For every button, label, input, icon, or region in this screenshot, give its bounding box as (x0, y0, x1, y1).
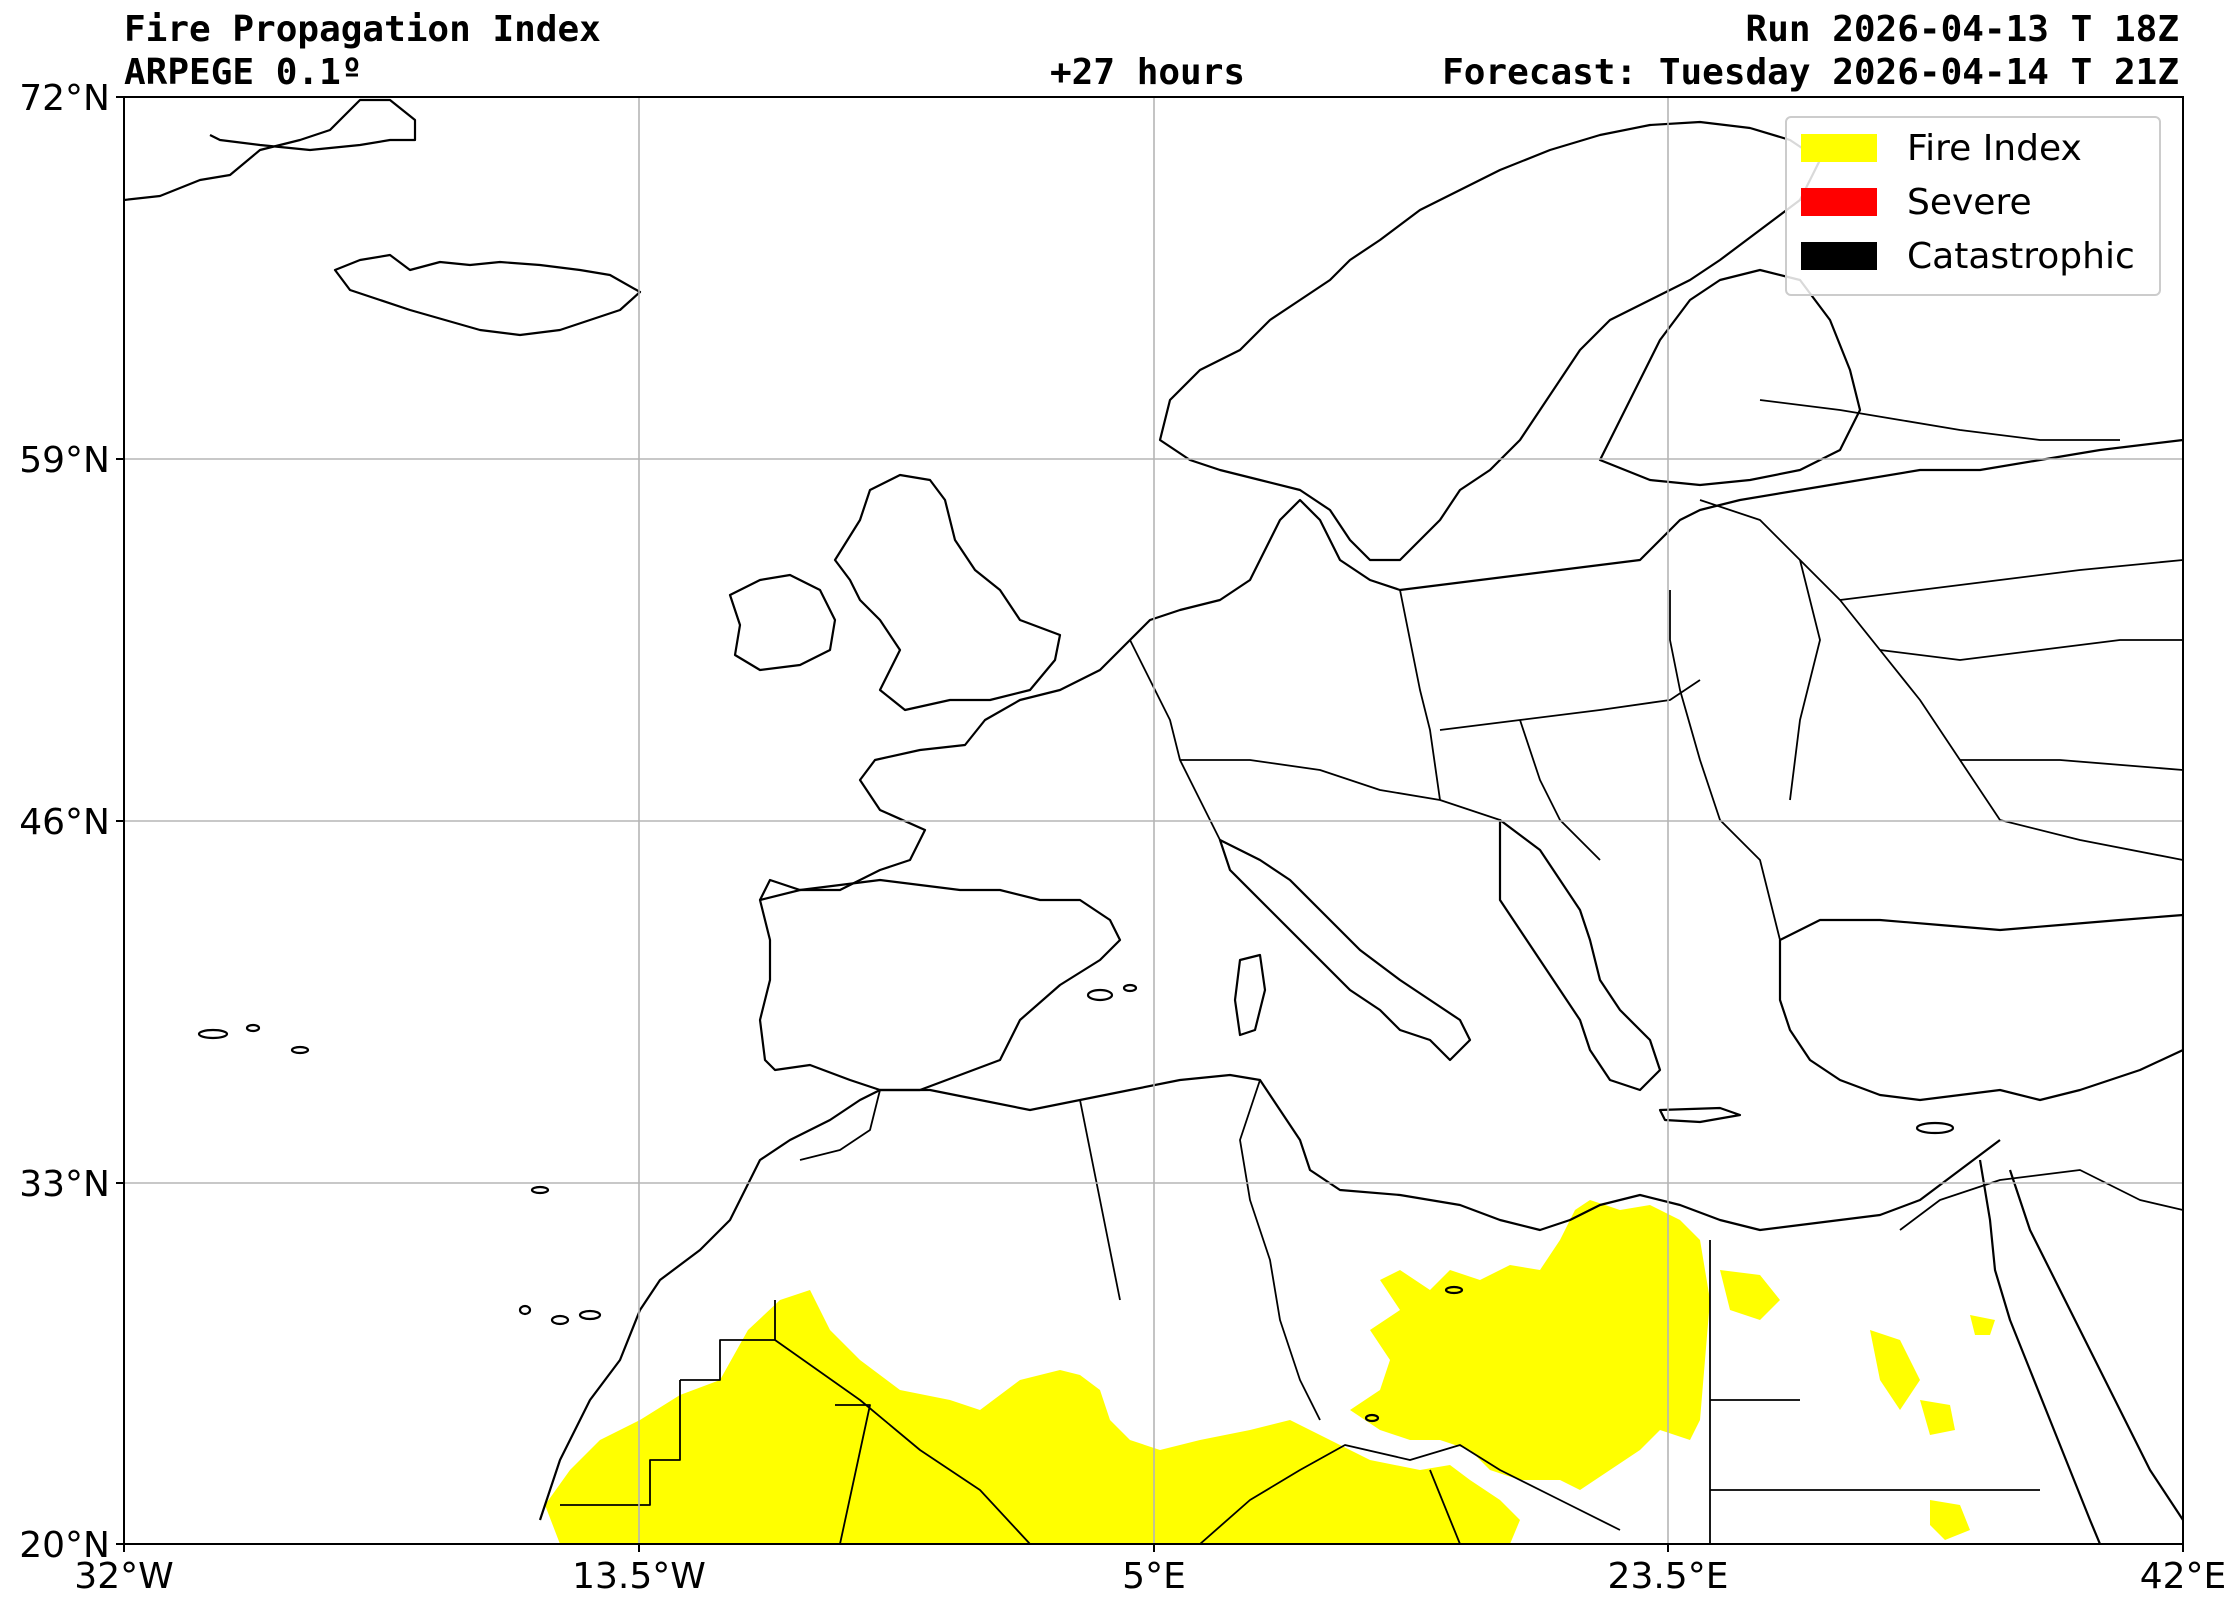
coastline-norway-sweden (1158, 120, 1822, 562)
legend-label-catastrophic: Catastrophic (1907, 235, 2135, 277)
coastline-italy (1218, 838, 1472, 1062)
lon-label-42e: 42°E (2140, 1556, 2227, 1597)
coastline-ireland (728, 573, 837, 672)
lat-label-33n: 33°N (19, 1164, 110, 1205)
run-label: Run 2026-04-13 T 18Z (1745, 9, 2179, 50)
legend: Fire Index Severe Catastrophic (1785, 116, 2161, 296)
coastline-iberia (758, 878, 1122, 1092)
coastline-iceland (333, 253, 642, 337)
fire-area-egypt (1720, 1270, 1780, 1320)
lat-label-72n: 72°N (19, 78, 110, 119)
coastline-red-sea (1978, 1159, 2102, 1544)
lead-time-label: +27 hours (1050, 52, 1246, 93)
legend-swatch-severe (1801, 188, 1877, 216)
lat-label-59n: 59°N (19, 440, 110, 481)
coastline-red-sea-east (2008, 1169, 2183, 1521)
fire-area-central-sahara (1350, 1200, 1710, 1490)
coastline-turkey (1778, 913, 2183, 1102)
coastline-mainland-europe (759, 438, 2183, 901)
coastline-uk (833, 473, 1062, 712)
fire-area-sudan-3 (1930, 1500, 1970, 1540)
map-title: Fire Propagation Index (124, 9, 601, 50)
legend-swatch-catastrophic (1801, 242, 1877, 270)
coastline-sardinia (1233, 953, 1267, 1037)
fire-area-west-sahara (545, 1290, 1520, 1544)
axis-ticks (116, 96, 2184, 1552)
legend-item-catastrophic: Catastrophic (1801, 235, 2135, 277)
fire-area-red-sea (1970, 1315, 1995, 1335)
lat-label-46n: 46°N (19, 802, 110, 843)
legend-label-fire-index: Fire Index (1907, 127, 2082, 169)
coastlines (124, 98, 2183, 1544)
legend-swatch-fire-index (1801, 134, 1877, 162)
graticule (124, 97, 2183, 1544)
forecast-label: Forecast: Tuesday 2026-04-14 T 21Z (1442, 52, 2179, 93)
country-borders (560, 399, 2183, 1544)
lon-label-32w: 32°W (74, 1556, 173, 1597)
coastline-balkans-greece (1498, 818, 1662, 1092)
fire-area-sudan-2 (1920, 1400, 1955, 1435)
legend-item-severe: Severe (1801, 181, 2032, 223)
coastline-finland (1598, 268, 1862, 487)
model-label: ARPEGE 0.1º (124, 52, 363, 93)
fire-index-areas (545, 1200, 1995, 1544)
lon-label-23-5e: 23.5°E (1608, 1556, 1729, 1597)
legend-item-fire-index: Fire Index (1801, 127, 2082, 169)
lon-label-5e: 5°E (1122, 1556, 1186, 1597)
islands (197, 983, 1955, 1423)
lat-label-20n: 20°N (19, 1525, 110, 1566)
coastline-north-africa (538, 1073, 2001, 1521)
coastline-crete (1658, 1106, 1742, 1124)
coastline-greenland (124, 98, 417, 202)
lon-label-13-5w: 13.5°W (572, 1556, 706, 1597)
fire-area-sudan-1 (1870, 1330, 1920, 1410)
legend-label-severe: Severe (1907, 181, 2032, 223)
